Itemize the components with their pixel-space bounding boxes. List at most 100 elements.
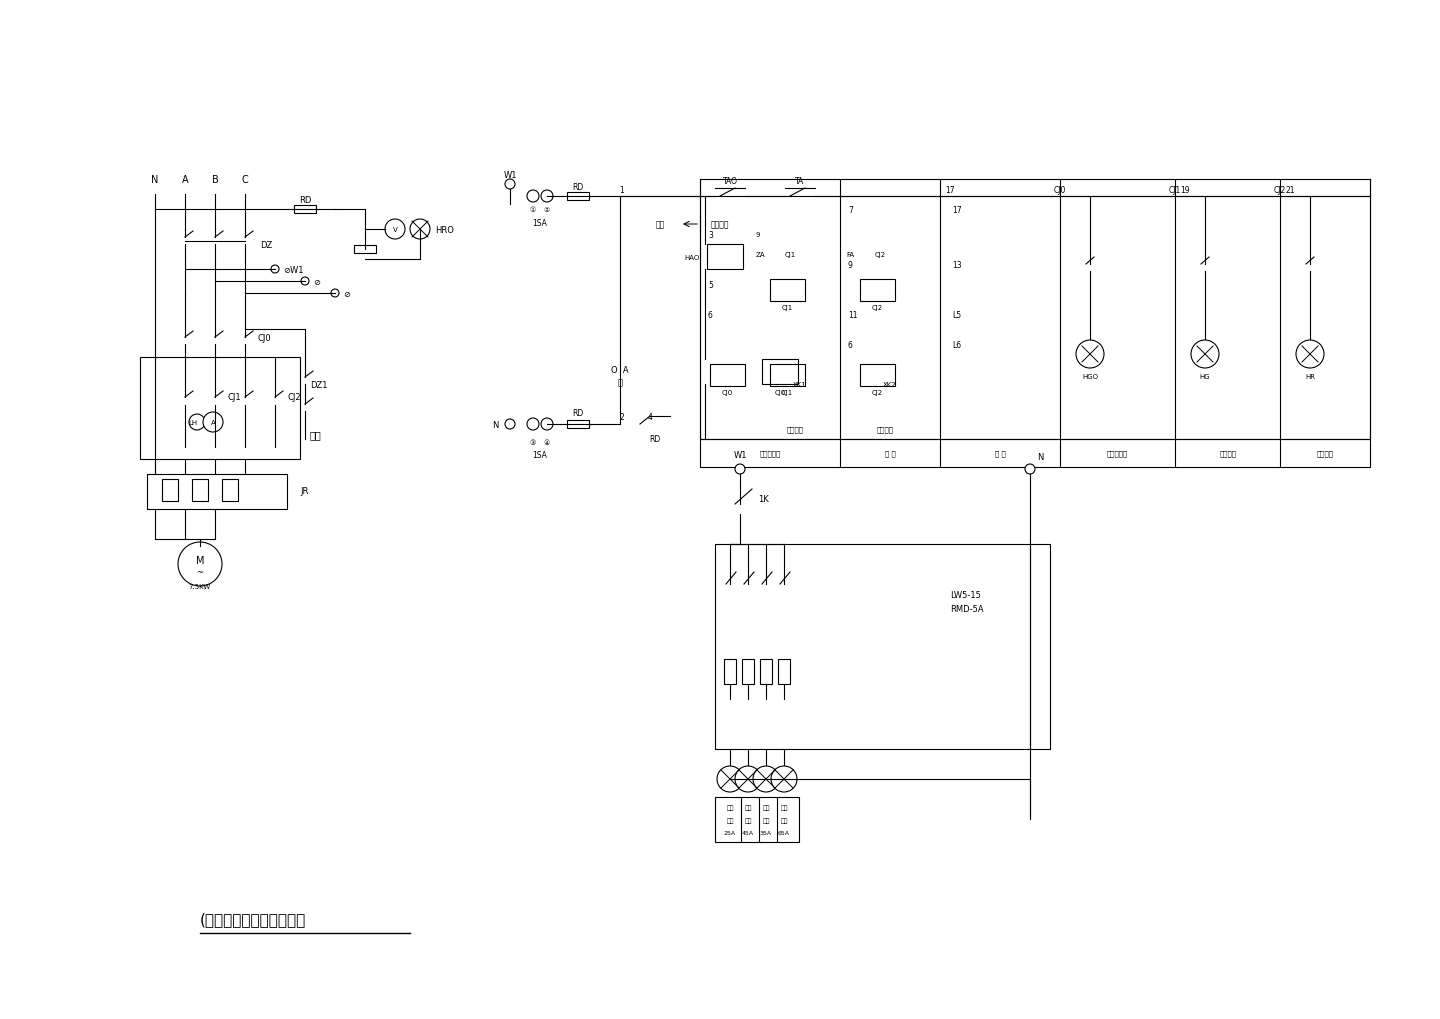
Text: 21: 21 xyxy=(1286,185,1295,195)
Text: TAO: TAO xyxy=(723,176,737,185)
Bar xyxy=(147,475,287,510)
Text: ⊘: ⊘ xyxy=(312,277,320,286)
Text: 6: 6 xyxy=(848,340,852,350)
Text: L5: L5 xyxy=(952,310,960,319)
Text: HGO: HGO xyxy=(1081,374,1097,380)
Text: 接电源合分: 接电源合分 xyxy=(759,450,780,457)
Bar xyxy=(716,797,799,842)
Circle shape xyxy=(753,766,779,792)
Text: LW5-15: LW5-15 xyxy=(950,590,981,599)
Text: 45A: 45A xyxy=(742,830,755,836)
Text: ⊘W1: ⊘W1 xyxy=(284,265,304,274)
Text: HR: HR xyxy=(1305,374,1315,380)
Text: HRO: HRO xyxy=(435,225,454,234)
Text: M: M xyxy=(196,555,204,566)
Circle shape xyxy=(541,419,553,431)
Text: 红灯: 红灯 xyxy=(726,817,734,823)
Text: 开 闸: 开 闸 xyxy=(884,450,896,457)
Text: 红: 红 xyxy=(618,378,622,387)
Bar xyxy=(294,206,315,214)
Circle shape xyxy=(527,191,539,203)
Circle shape xyxy=(770,766,796,792)
Bar xyxy=(724,659,736,685)
Text: 绿灯: 绿灯 xyxy=(780,817,788,823)
Text: 红灯: 红灯 xyxy=(744,817,752,823)
Circle shape xyxy=(203,413,223,433)
Text: 17: 17 xyxy=(952,205,962,214)
Text: 现场安装: 现场安装 xyxy=(711,220,729,229)
Text: 13: 13 xyxy=(952,260,962,269)
Text: N: N xyxy=(1037,453,1043,462)
Text: HAO: HAO xyxy=(685,255,700,261)
Text: L6: L6 xyxy=(952,340,960,350)
Circle shape xyxy=(505,179,516,190)
Text: FA: FA xyxy=(845,252,854,258)
Bar xyxy=(700,439,1369,468)
Circle shape xyxy=(179,542,222,586)
Text: 7: 7 xyxy=(848,205,852,214)
Text: DZ1: DZ1 xyxy=(310,380,327,389)
Text: CJ0: CJ0 xyxy=(256,333,271,342)
Bar xyxy=(762,360,798,384)
Circle shape xyxy=(301,278,310,285)
Text: V: V xyxy=(393,227,397,232)
Text: 35A: 35A xyxy=(760,830,772,836)
Text: ZA: ZA xyxy=(755,252,765,258)
Bar xyxy=(222,480,238,501)
Text: N: N xyxy=(151,175,158,184)
Text: 9: 9 xyxy=(848,260,852,269)
Text: XK1: XK1 xyxy=(793,382,806,387)
Text: RD: RD xyxy=(572,408,583,417)
Text: 11: 11 xyxy=(848,310,857,319)
Text: ~: ~ xyxy=(196,568,203,577)
Bar xyxy=(716,544,1050,749)
Text: W1: W1 xyxy=(503,170,517,179)
Circle shape xyxy=(734,766,760,792)
Bar xyxy=(140,358,300,460)
Bar xyxy=(700,179,1369,439)
Bar xyxy=(710,365,744,386)
Text: 6: 6 xyxy=(708,310,713,319)
Text: 现场安装: 现场安装 xyxy=(786,426,804,433)
Text: HG: HG xyxy=(1200,374,1210,380)
Text: 4: 4 xyxy=(648,412,652,421)
Text: CJ0: CJ0 xyxy=(775,389,786,395)
Text: CJ1: CJ1 xyxy=(1169,185,1181,195)
Text: 5: 5 xyxy=(708,280,713,289)
Circle shape xyxy=(505,420,516,430)
Text: CJ0: CJ0 xyxy=(1054,185,1066,195)
Text: ②: ② xyxy=(544,207,550,213)
Bar xyxy=(192,480,207,501)
Text: CJ2: CJ2 xyxy=(871,389,883,395)
Text: ③: ③ xyxy=(530,439,536,445)
Text: B: B xyxy=(212,175,219,184)
Bar xyxy=(354,246,376,254)
Text: 下闸: 下闸 xyxy=(744,804,752,810)
Text: 1SA: 1SA xyxy=(533,218,547,227)
Text: CJ2: CJ2 xyxy=(1274,185,1286,195)
Text: 关闸指示: 关闸指示 xyxy=(1316,450,1333,457)
Text: 1: 1 xyxy=(619,185,625,195)
Text: TA: TA xyxy=(795,176,805,185)
Circle shape xyxy=(541,191,553,203)
Circle shape xyxy=(331,289,338,298)
Text: 开闸指示: 开闸指示 xyxy=(1220,450,1237,457)
Text: 电柜: 电柜 xyxy=(655,220,665,229)
Text: O  A: O A xyxy=(611,365,629,374)
Text: ④: ④ xyxy=(544,439,550,445)
Text: 现场安装: 现场安装 xyxy=(877,426,893,433)
Text: (零式柜）闸门电气控制图: (零式柜）闸门电气控制图 xyxy=(200,912,307,926)
Text: 65A: 65A xyxy=(778,830,791,836)
Text: A: A xyxy=(181,175,189,184)
Text: 1K: 1K xyxy=(757,495,769,504)
Bar xyxy=(567,421,589,429)
Text: C: C xyxy=(242,175,248,184)
Bar xyxy=(770,280,805,302)
Text: 19: 19 xyxy=(1181,185,1189,195)
Text: CJ2: CJ2 xyxy=(871,305,883,311)
Text: RD: RD xyxy=(300,196,311,204)
Text: JR: JR xyxy=(300,487,308,496)
Text: CJ2: CJ2 xyxy=(287,393,301,403)
Circle shape xyxy=(1025,465,1035,475)
Bar xyxy=(742,659,755,685)
